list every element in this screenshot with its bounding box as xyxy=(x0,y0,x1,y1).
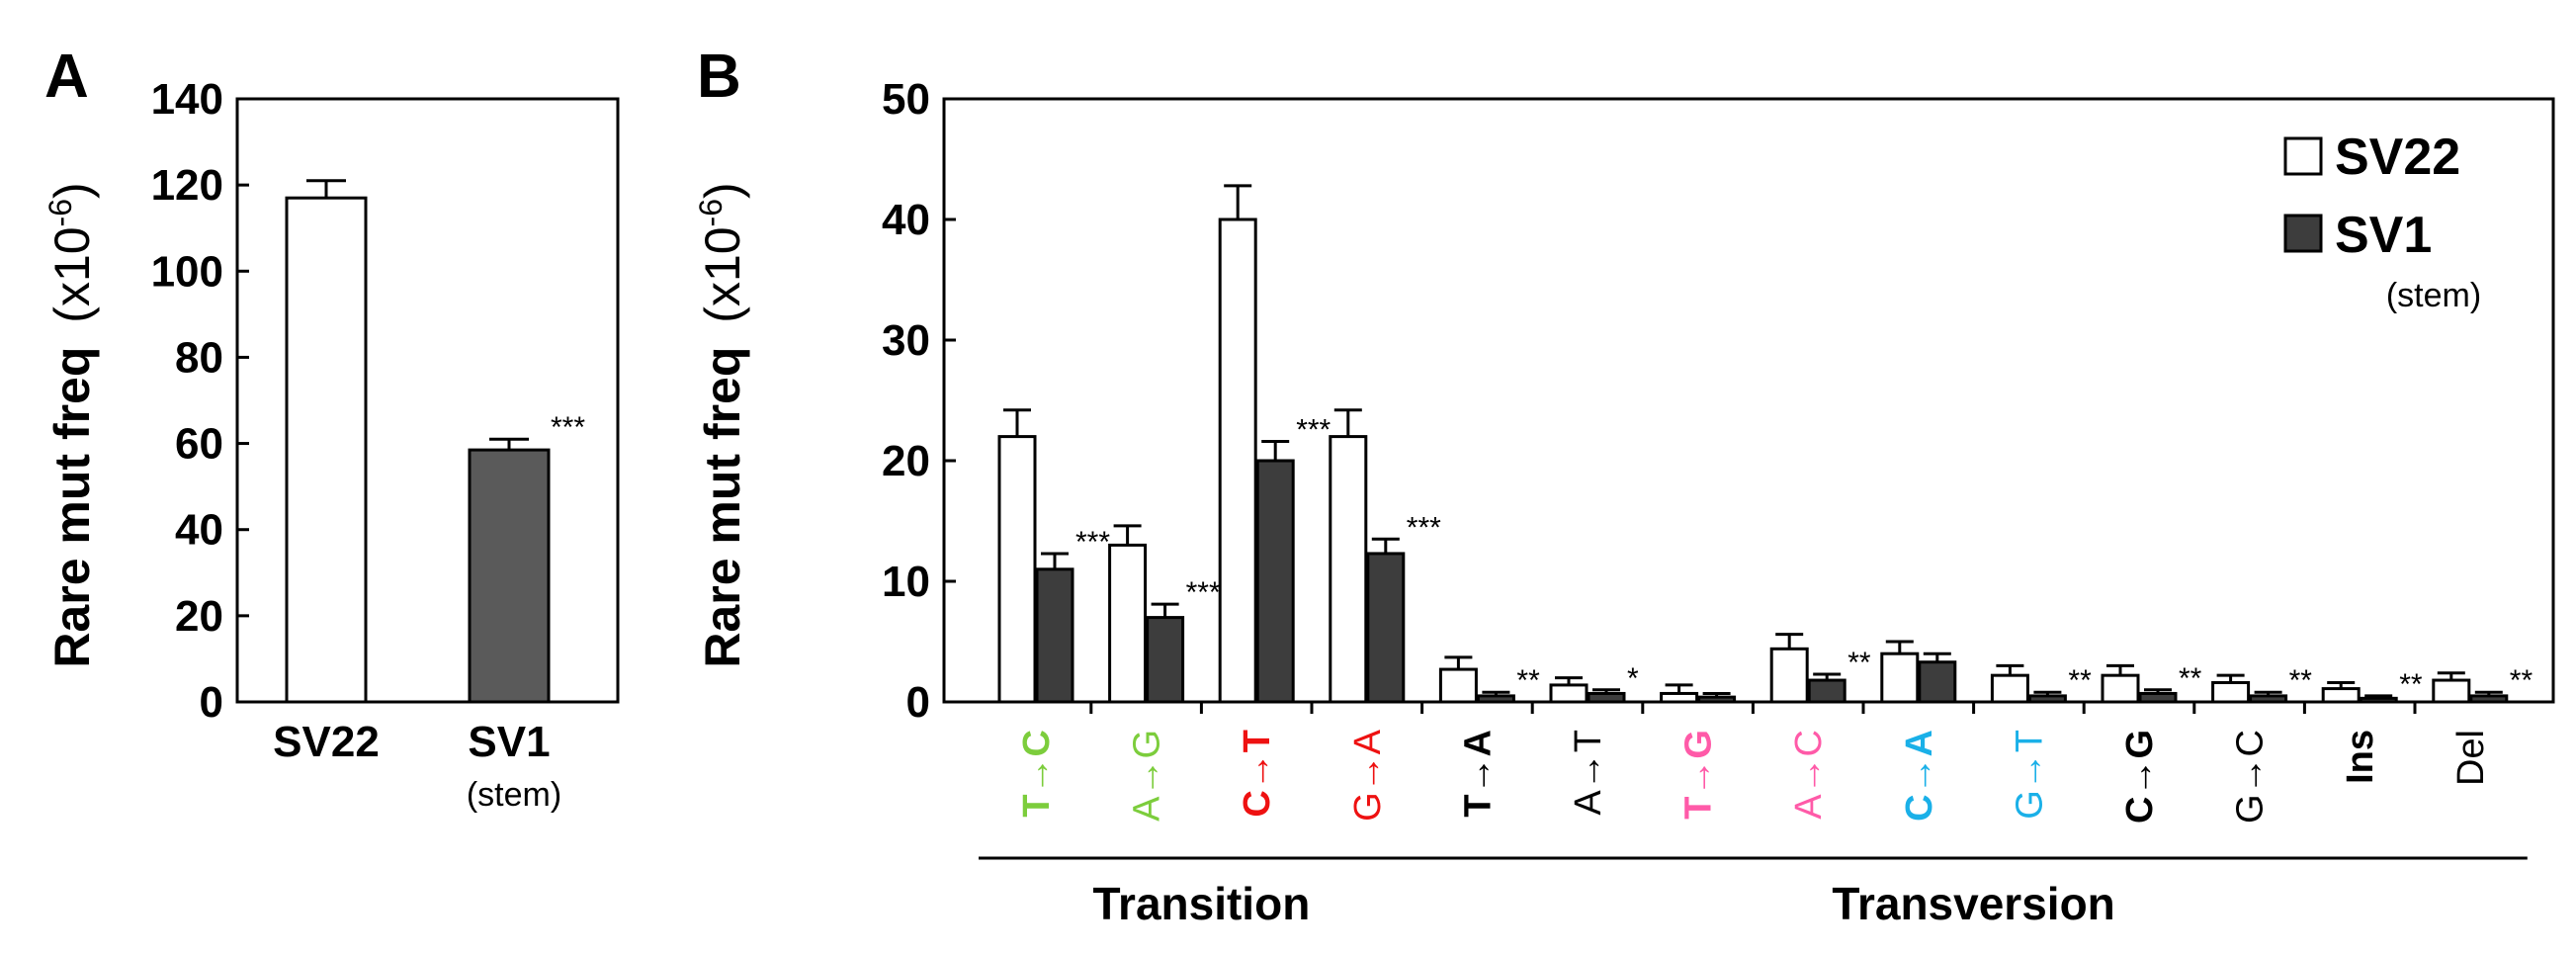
panel-a-bar-sv1 xyxy=(468,448,551,704)
panel-a-y-tick-label: 40 xyxy=(175,506,223,555)
panel-b-bar-sv1 xyxy=(1146,616,1185,704)
panel-b-bar-sv1 xyxy=(2359,696,2398,704)
panel-b-group-label: Transversion xyxy=(1832,878,2114,929)
panel-a-y-tick-label: 0 xyxy=(200,678,223,727)
panel-b-significance: *** xyxy=(1407,511,1441,544)
panel-b-bar-sv1 xyxy=(1476,694,1515,704)
panel-b-bar-sv1 xyxy=(1807,678,1846,704)
panel-a-plot: 0 20 40 60 80 100 120 140 SV22 *** SV1 (stem) xyxy=(151,75,620,814)
panel-a: A Rare mut freq (x10-6) 0 20 40 60 80 100 120 1… xyxy=(43,43,620,814)
panel-a-significance: *** xyxy=(551,411,585,444)
legend-label-sv22: SV22 xyxy=(2335,129,2460,186)
panel-b-y-tick-label: 0 xyxy=(906,678,930,727)
panel-a-x-label: SV22 xyxy=(273,718,380,766)
panel-b-bar-sv1 xyxy=(1587,691,1626,704)
panel-b-bar-sv1 xyxy=(1918,660,1957,704)
panel-b-bar-sv22 xyxy=(2101,673,2140,704)
panel-b-y-tick-label: 50 xyxy=(882,75,930,124)
panel-b-significance: *** xyxy=(1296,413,1331,446)
panel-b-plot: 01020304050***T→C***A→G***C→T***G→A**T→A… xyxy=(882,75,2555,929)
legend-label-sv1-sub: (stem) xyxy=(2386,277,2481,314)
panel-b-bar-sv22 xyxy=(2432,678,2471,704)
panel-a-y-axis-label: Rare mut freq (x10-6) xyxy=(43,182,100,667)
panel-b-x-label: A→G xyxy=(1127,730,1168,822)
panel-b-bar-sv1 xyxy=(1255,459,1295,704)
panel-b-y-tick-label: 20 xyxy=(882,437,930,485)
panel-b-significance: ** xyxy=(2399,668,2423,701)
panel-b-bar-sv22 xyxy=(1108,543,1148,704)
panel-a-label: A xyxy=(44,43,89,111)
legend-swatch-sv22 xyxy=(2283,136,2323,176)
panel-b-significance: *** xyxy=(1186,576,1221,609)
panel-b-x-label: C→A xyxy=(1899,730,1940,822)
panel-b-x-label: T→G xyxy=(1678,730,1720,820)
panel-a-x-label: SV1 xyxy=(468,718,550,766)
panel-a-bar-sv22 xyxy=(285,196,368,704)
panel-b-plot-frame xyxy=(942,97,2555,704)
panel-b-bar-sv22 xyxy=(2211,680,2251,704)
panel-b-significance: ** xyxy=(2510,664,2533,697)
panel-b-bar-sv22 xyxy=(997,435,1037,704)
panel-b-bar-sv22 xyxy=(1990,673,2029,704)
panel-b-significance: ** xyxy=(1516,664,1540,697)
panel-b-bar-sv22 xyxy=(1660,691,1699,704)
panel-b-x-label: G→T xyxy=(2009,730,2050,820)
panel-b-x-label: T→C xyxy=(1016,730,1058,818)
panel-b-label: B xyxy=(697,43,741,111)
panel-b-x-label: C→G xyxy=(2119,730,2161,824)
panel-a-y-tick-label: 80 xyxy=(175,333,223,382)
panel-b-significance: ** xyxy=(2289,664,2313,697)
legend: SV22 SV1 (stem) xyxy=(2283,129,2481,314)
panel-a-y-tick-label: 120 xyxy=(151,161,223,210)
panel-b-x-label: Del xyxy=(2450,730,2492,786)
panel-b-y-tick-label: 30 xyxy=(882,316,930,365)
panel-b-x-label: Ins xyxy=(2340,730,2381,784)
panel-b-significance: *** xyxy=(1075,526,1110,559)
panel-b-significance: * xyxy=(1627,662,1639,695)
legend-label-sv1: SV1 xyxy=(2335,207,2432,264)
panel-a-y-tick-label: 140 xyxy=(151,75,223,124)
panel-b-bar-sv22 xyxy=(1438,667,1478,704)
panel-b-significance: ** xyxy=(2068,664,2092,697)
panel-b-bar-sv22 xyxy=(1218,217,1257,704)
panel-b-significance: ** xyxy=(1847,647,1871,679)
legend-swatch-sv1 xyxy=(2283,214,2323,253)
panel-b-x-label: A→T xyxy=(1568,730,1609,816)
panel-b-bar-sv1 xyxy=(1366,552,1406,704)
panel-b-bar-sv1 xyxy=(2249,694,2288,704)
panel-b-x-label: C→T xyxy=(1237,730,1278,818)
panel-a-y-tick-label: 100 xyxy=(151,247,223,296)
panel-b-y-axis-label: Rare mut freq (x10-6) xyxy=(693,182,750,667)
panel-b-bar-sv1 xyxy=(1697,695,1737,704)
panel-b-y-tick-label: 10 xyxy=(882,558,930,606)
panel-b-bar-sv1 xyxy=(2469,694,2509,704)
panel-b-y-tick-label: 40 xyxy=(882,196,930,244)
panel-b-group-label: Transition xyxy=(1092,878,1310,929)
panel-b-x-label: G→C xyxy=(2230,730,2272,824)
panel-b-x-label: G→A xyxy=(1347,729,1389,822)
panel-b-bar-sv1 xyxy=(2027,694,2067,704)
panel-b-significance: ** xyxy=(2179,662,2202,695)
panel-b-bar-sv22 xyxy=(1769,647,1809,704)
panel-b-x-label: A→C xyxy=(1788,730,1830,820)
panel-b-bar-sv1 xyxy=(1035,567,1074,704)
panel-b-x-label: T→A xyxy=(1457,730,1499,818)
panel-a-plot-frame xyxy=(235,97,620,704)
panel-b-bar-sv22 xyxy=(1880,651,1920,704)
panel-b-bar-sv22 xyxy=(1549,683,1589,704)
panel-a-y-tick-label: 60 xyxy=(175,420,223,469)
panel-b: B Rare mut freq (x10-6) 01020304050***T→… xyxy=(693,43,2555,929)
panel-b-bar-sv22 xyxy=(1329,435,1368,704)
panel-a-x-sublabel: (stem) xyxy=(467,776,561,814)
panel-a-y-tick-label: 20 xyxy=(175,592,223,641)
panel-b-bar-sv1 xyxy=(2138,691,2178,704)
panel-b-bar-sv22 xyxy=(2321,687,2361,704)
